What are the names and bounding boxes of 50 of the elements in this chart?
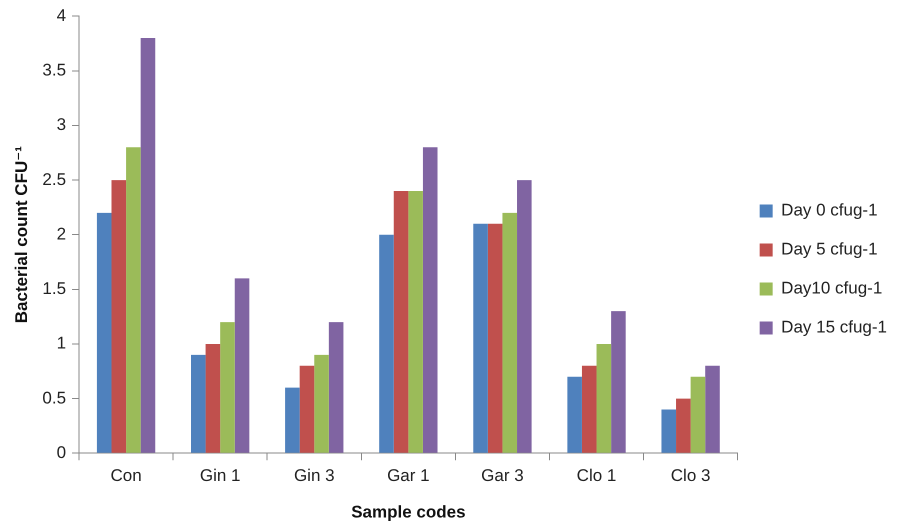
bar (328, 322, 344, 453)
legend-label: Day 5 cfug-1 (781, 240, 878, 259)
x-tick-label: Clo 1 (576, 466, 616, 486)
bar (300, 366, 314, 453)
bar (422, 147, 438, 453)
bar (661, 410, 676, 453)
y-tick-label: 4 (56, 6, 66, 25)
bar (517, 180, 532, 453)
bar (140, 38, 156, 453)
bar (379, 234, 394, 453)
bar (408, 191, 423, 453)
y-axis-title: Bacterial count CFU⁻¹ (12, 146, 31, 324)
y-tick-label: 2.5 (42, 170, 66, 189)
bar (676, 398, 691, 453)
bar (111, 180, 126, 453)
x-tick-label: Gin 1 (200, 466, 240, 486)
bar (705, 366, 720, 453)
bar (285, 388, 300, 453)
legend-label: Day 0 cfug-1 (781, 200, 878, 220)
bar (220, 322, 235, 453)
y-tick-label: 3 (56, 115, 66, 134)
bar (394, 191, 408, 453)
bar (690, 376, 706, 453)
bar (96, 212, 112, 453)
bar (502, 212, 518, 453)
y-tick-label: 2 (56, 224, 66, 244)
y-tick-label: 3.5 (42, 60, 66, 80)
legend-label: Day10 cfug-1 (781, 278, 882, 298)
x-tick-label: Gar 1 (387, 466, 430, 486)
bar (126, 147, 141, 453)
x-axis-title: Sample codes (351, 502, 466, 522)
y-tick-label: 1.5 (42, 279, 66, 298)
bar (596, 344, 612, 453)
bar (206, 344, 220, 453)
x-tick-label: Clo 3 (670, 466, 710, 486)
bar (611, 311, 626, 453)
bar (191, 354, 206, 453)
bar (582, 366, 597, 453)
bar (314, 354, 329, 453)
x-tick-label: Con (110, 466, 142, 486)
bar (473, 224, 488, 453)
legend-label: Day 15 cfug-1 (781, 318, 888, 337)
bar (488, 224, 502, 453)
bar (567, 376, 582, 453)
x-tick-label: Gar 3 (481, 466, 524, 486)
y-tick-label: 0.5 (42, 388, 66, 408)
bar (234, 278, 250, 453)
x-tick-label: Gin 3 (294, 466, 335, 486)
y-tick-label: 0 (56, 442, 66, 462)
y-tick-label: 1 (56, 334, 66, 353)
